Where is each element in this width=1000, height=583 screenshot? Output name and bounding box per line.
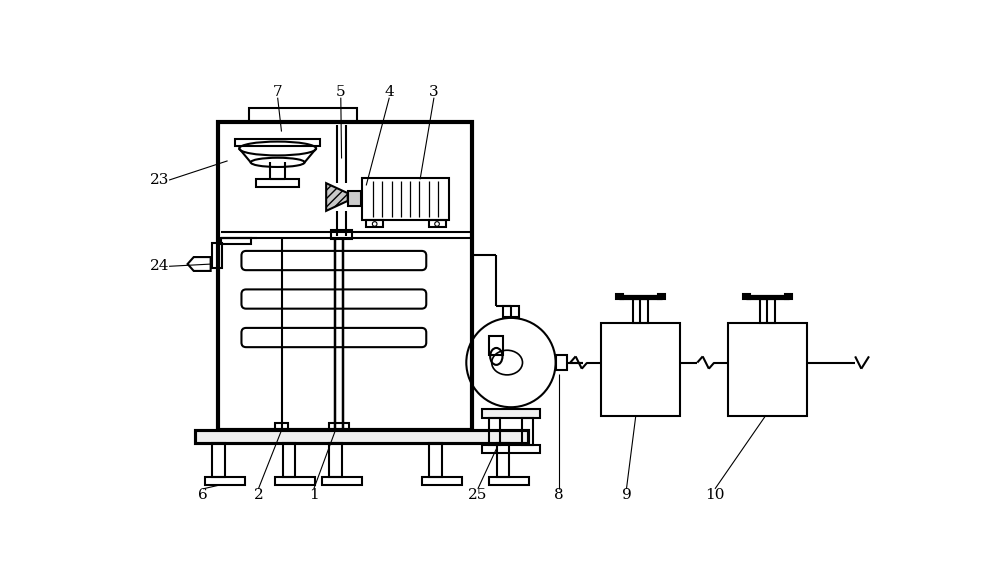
Bar bbox=[366, 220, 383, 227]
Bar bbox=[728, 322, 807, 416]
Bar bbox=[283, 442, 295, 477]
Bar bbox=[329, 442, 342, 477]
Text: 4: 4 bbox=[384, 85, 394, 99]
Text: 1: 1 bbox=[309, 488, 319, 502]
Bar bbox=[218, 122, 472, 430]
Bar bbox=[322, 477, 362, 485]
Bar bbox=[429, 220, 446, 227]
Bar bbox=[331, 230, 352, 240]
Bar bbox=[275, 423, 288, 430]
Text: 10: 10 bbox=[705, 488, 725, 502]
Bar bbox=[205, 477, 245, 485]
Bar bbox=[482, 409, 540, 418]
Bar bbox=[348, 191, 361, 206]
Text: 7: 7 bbox=[273, 85, 282, 99]
Text: 2: 2 bbox=[254, 488, 263, 502]
Bar bbox=[489, 336, 503, 355]
Bar bbox=[503, 306, 519, 317]
Bar bbox=[497, 442, 509, 477]
Bar bbox=[256, 180, 299, 187]
Bar bbox=[743, 294, 750, 298]
Text: 5: 5 bbox=[336, 85, 346, 99]
Bar bbox=[489, 477, 529, 485]
Bar bbox=[489, 418, 500, 445]
Bar bbox=[760, 300, 775, 322]
Bar bbox=[633, 300, 648, 322]
Bar bbox=[329, 423, 349, 430]
Bar bbox=[249, 108, 357, 122]
Bar bbox=[616, 294, 623, 298]
Text: 25: 25 bbox=[468, 488, 488, 502]
Bar bbox=[658, 294, 665, 298]
Text: 3: 3 bbox=[429, 85, 439, 99]
Bar bbox=[221, 238, 251, 244]
Bar bbox=[601, 322, 680, 416]
Bar bbox=[275, 477, 315, 485]
Text: 23: 23 bbox=[150, 173, 170, 187]
Bar bbox=[556, 355, 567, 370]
Polygon shape bbox=[326, 183, 348, 211]
Bar bbox=[785, 294, 792, 298]
Bar bbox=[482, 445, 540, 452]
Bar bbox=[362, 178, 449, 220]
Bar bbox=[429, 442, 442, 477]
Bar bbox=[422, 477, 462, 485]
Text: 6: 6 bbox=[198, 488, 208, 502]
Bar bbox=[212, 243, 222, 268]
Bar bbox=[212, 442, 225, 477]
Text: 8: 8 bbox=[554, 488, 564, 502]
Bar bbox=[195, 430, 528, 442]
Bar bbox=[522, 418, 533, 445]
Text: 9: 9 bbox=[622, 488, 631, 502]
Text: 24: 24 bbox=[150, 259, 170, 273]
Bar bbox=[235, 139, 320, 146]
